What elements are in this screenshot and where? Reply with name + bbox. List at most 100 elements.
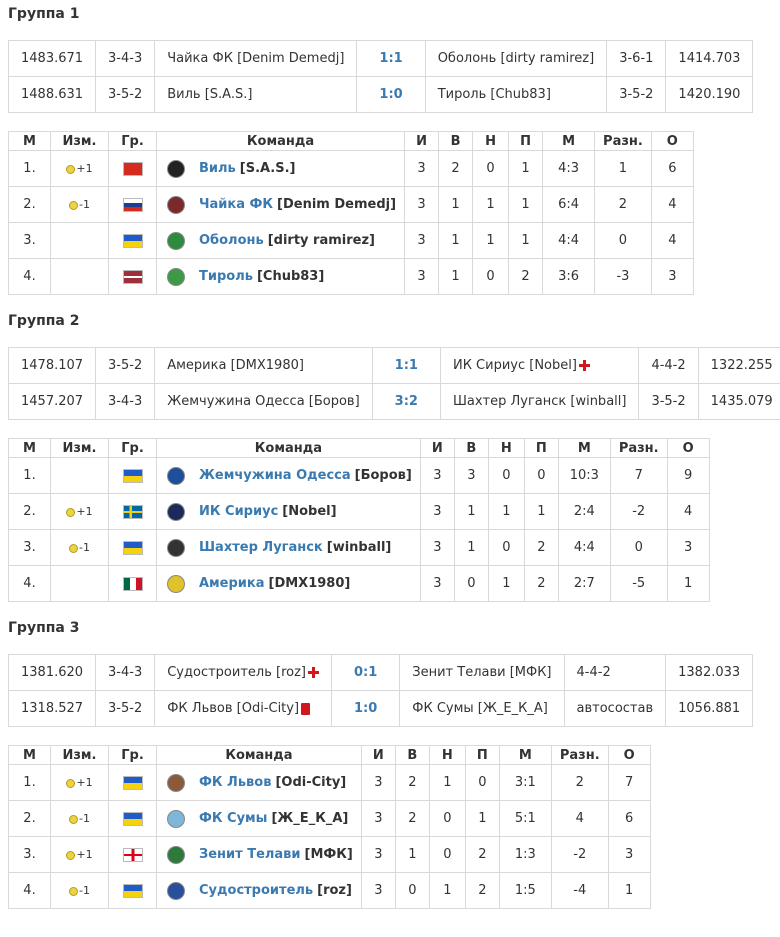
table-row: 2. -1 ФК Сумы [Ж_Е_К_А] 3 2 0 1 5:1 4 6 — [8, 800, 651, 837]
wins: 1 — [453, 529, 489, 566]
away-team[interactable]: Зенит Телави [МФК] — [399, 654, 565, 691]
points: 3 — [666, 529, 710, 566]
team-cell[interactable]: ФК Львов [Odi-City] — [156, 764, 362, 801]
arrow-down-icon — [69, 814, 79, 824]
team-cell[interactable]: ИК Сириус [Nobel] — [156, 493, 421, 530]
wins: 1 — [438, 222, 474, 259]
team-name-link[interactable]: ФК Сумы — [199, 811, 268, 826]
manager-name: [Denim Demedj] — [277, 197, 397, 212]
arrow-down-icon — [69, 200, 79, 210]
goal-diff: -5 — [609, 565, 668, 602]
team-cell[interactable]: Зенит Телави [МФК] — [156, 836, 362, 873]
arrow-down-icon — [69, 543, 79, 553]
team-name-link[interactable]: Шахтер Луганск — [199, 540, 323, 555]
home-team-label: Чайка ФК [Denim Demedj] — [167, 51, 345, 66]
team-cell[interactable]: Тироль [Chub83] — [155, 258, 406, 295]
col-points: О — [666, 438, 710, 458]
match-score[interactable]: 1:0 — [330, 690, 401, 727]
team-crest-icon — [167, 159, 185, 178]
position: 2. — [8, 493, 51, 530]
home-team[interactable]: Америка [DMX1980] — [154, 347, 373, 384]
wins: 0 — [394, 872, 430, 909]
standings-header: М Изм. Гр. Команда И В Н П М Разн. О — [8, 131, 694, 151]
home-formation: 3-5-2 — [95, 347, 156, 384]
col-goals: М — [498, 745, 552, 765]
away-team[interactable]: Шахтер Луганск [winball] — [439, 383, 640, 420]
draws: 0 — [428, 800, 466, 837]
manager-name: [Боров] — [354, 468, 412, 483]
home-team[interactable]: Жемчужина Одесса [Боров] — [154, 383, 373, 420]
team-cell[interactable]: ФК Сумы [Ж_Е_К_А] — [156, 800, 362, 837]
flag-cell — [108, 258, 157, 295]
played: 3 — [360, 800, 396, 837]
team-name-link[interactable]: Тироль — [199, 269, 253, 284]
col-goals: М — [542, 131, 596, 151]
team-name-link[interactable]: Оболонь — [199, 233, 264, 248]
team-cell[interactable]: Судостроитель [roz] — [156, 872, 362, 909]
away-team-label: ИК Сириус [Nobel] — [452, 358, 577, 373]
points: 1 — [607, 872, 651, 909]
home-rating: 1483.671 — [7, 40, 97, 77]
team-name-link[interactable]: ИК Сириус — [199, 504, 279, 519]
position-change-value: -1 — [79, 541, 90, 554]
team-cell[interactable]: Виль [S.A.S.] — [155, 150, 406, 187]
team-cell[interactable]: Оболонь [dirty ramirez] — [155, 222, 406, 259]
match-score[interactable]: 1:1 — [356, 40, 426, 77]
away-rating: 1056.881 — [665, 690, 754, 727]
match-score[interactable]: 1:0 — [356, 76, 426, 113]
away-team-label: Тироль [Chub83] — [437, 87, 551, 102]
team-name-link[interactable]: ФК Львов — [199, 775, 272, 790]
team-crest-icon — [167, 267, 185, 286]
goals: 4:4 — [542, 222, 596, 259]
goals: 3:6 — [542, 258, 596, 295]
team-name-link[interactable]: Жемчужина Одесса — [199, 468, 351, 483]
goal-diff: -4 — [550, 872, 609, 909]
team-name-link[interactable]: Америка — [199, 576, 265, 591]
home-team[interactable]: Виль [S.A.S.] — [154, 76, 358, 113]
flag-cell — [108, 529, 157, 566]
team-name-link[interactable]: Виль — [199, 161, 236, 176]
change-cell — [50, 222, 109, 259]
table-row: 1. +1 Виль [S.A.S.] 3 2 0 1 4:3 1 6 — [8, 150, 694, 187]
col-position: М — [8, 438, 51, 458]
away-team[interactable]: Тироль [Chub83] — [424, 76, 608, 113]
team-name-link[interactable]: Судостроитель — [199, 883, 314, 898]
home-team[interactable]: Судостроитель [roz] — [154, 654, 332, 691]
match-score[interactable]: 0:1 — [330, 654, 401, 691]
change-cell — [50, 258, 109, 295]
losses: 1 — [508, 150, 544, 187]
team-name-link[interactable]: Чайка ФК — [199, 197, 274, 212]
change-cell: +1 — [50, 836, 109, 873]
manager-name: [Odi-City] — [275, 775, 347, 790]
group-title: Группа 2 — [8, 313, 80, 329]
country-flag-icon — [122, 576, 143, 591]
flag-cell — [108, 186, 157, 223]
position: 2. — [8, 800, 51, 837]
away-team[interactable]: ИК Сириус [Nobel] — [439, 347, 640, 384]
match-score[interactable]: 3:2 — [371, 383, 441, 420]
flag-cell — [108, 457, 157, 494]
team-name-link[interactable]: Зенит Телави — [199, 847, 301, 862]
flag-cell — [108, 150, 157, 187]
home-team-label: Америка [DMX1980] — [167, 358, 304, 373]
red-card-icon — [301, 702, 311, 715]
goals: 2:7 — [557, 565, 611, 602]
home-team[interactable]: ФК Львов [Odi-City] — [154, 690, 332, 727]
group-block: Группа 3 1381.620 3-4-3 Судостроитель [r… — [7, 614, 772, 909]
team-cell[interactable]: Чайка ФК [Denim Demedj] — [155, 186, 406, 223]
team-cell[interactable]: Америка [DMX1980] — [156, 565, 421, 602]
home-team[interactable]: Чайка ФК [Denim Demedj] — [154, 40, 358, 77]
match-score[interactable]: 1:1 — [371, 347, 441, 384]
team-cell[interactable]: Шахтер Луганск [winball] — [156, 529, 421, 566]
away-rating: 1382.033 — [665, 654, 754, 691]
arrow-up-icon — [66, 778, 76, 788]
arrow-up-icon — [66, 850, 76, 860]
points: 1 — [666, 565, 710, 602]
away-team[interactable]: Оболонь [dirty ramirez] — [424, 40, 608, 77]
position-change: +1 — [66, 848, 93, 861]
match-row: 1381.620 3-4-3 Судостроитель [roz] 0:1 З… — [7, 654, 754, 691]
match-row: 1488.631 3-5-2 Виль [S.A.S.] 1:0 Тироль … — [7, 76, 754, 113]
away-team[interactable]: ФК Сумы [Ж_Е_К_А] — [399, 690, 565, 727]
team-cell[interactable]: Жемчужина Одесса [Боров] — [156, 457, 421, 494]
col-flag: Гр. — [108, 438, 157, 458]
